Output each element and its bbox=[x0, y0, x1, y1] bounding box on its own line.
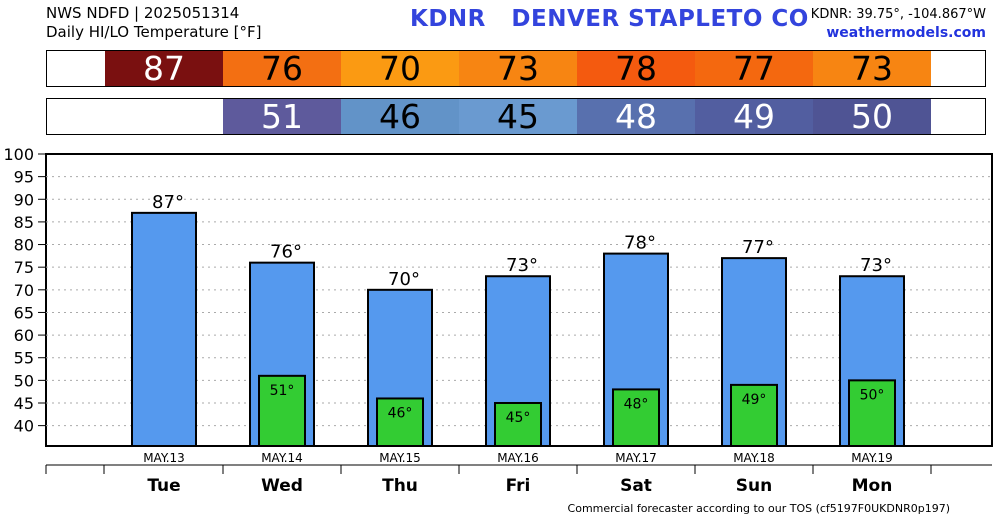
high-temp-cell: 77 bbox=[695, 51, 813, 86]
footer-note: Commercial forecaster according to our T… bbox=[567, 502, 950, 515]
high-temp-cell: 70 bbox=[341, 51, 459, 86]
low-temp-bar bbox=[848, 379, 896, 448]
x-date-label: MAY.18 bbox=[733, 451, 775, 465]
high-temp-label: 77° bbox=[742, 237, 774, 258]
x-day-label: Tue bbox=[147, 476, 180, 496]
low-temp-label: 50° bbox=[860, 387, 885, 403]
high-temp-bar bbox=[131, 211, 197, 447]
low-temp-label: 51° bbox=[270, 383, 295, 399]
x-day-label: Wed bbox=[261, 476, 303, 496]
low-temp-cell: 50 bbox=[813, 99, 931, 134]
low-temp-cell: 45 bbox=[459, 99, 577, 134]
high-temp-label: 87° bbox=[152, 192, 184, 213]
y-tick-label: 55 bbox=[14, 349, 34, 368]
x-date-label: MAY.14 bbox=[261, 451, 303, 465]
site-link[interactable]: weathermodels.com bbox=[826, 25, 986, 41]
low-temp-bar bbox=[376, 397, 424, 448]
x-day-label: Fri bbox=[506, 476, 531, 496]
low-temp-cell: 49 bbox=[695, 99, 813, 134]
low-temp-bar bbox=[730, 383, 778, 448]
high-temp-cell: 87 bbox=[105, 51, 223, 86]
x-day-label: Sun bbox=[736, 476, 772, 496]
y-tick-label: 80 bbox=[14, 236, 34, 255]
low-temp-bar bbox=[494, 401, 542, 447]
x-day-label: Sat bbox=[620, 476, 652, 496]
low-temp-strip: 51 46 45 48 49 50 bbox=[46, 98, 986, 135]
y-tick-label: 70 bbox=[14, 281, 34, 300]
x-date-label: MAY.15 bbox=[379, 451, 421, 465]
x-day-label: Thu bbox=[382, 476, 418, 496]
y-tick-label: 95 bbox=[14, 168, 34, 187]
low-temp-bar bbox=[612, 388, 660, 448]
chart-header: NWS NDFD | 2025051314 Daily HI/LO Temper… bbox=[46, 4, 262, 42]
y-tick-label: 40 bbox=[14, 417, 34, 436]
low-temp-cell: 48 bbox=[577, 99, 695, 134]
low-temp-bar bbox=[258, 374, 306, 448]
high-temp-cell: 76 bbox=[223, 51, 341, 86]
y-tick-label: 85 bbox=[14, 213, 34, 232]
high-temp-cell: 73 bbox=[459, 51, 577, 86]
station-coords: KDNR: 39.75°, -104.867°W bbox=[810, 7, 986, 22]
high-temp-label: 73° bbox=[860, 255, 892, 276]
y-tick-label: 45 bbox=[14, 394, 34, 413]
x-date-label: MAY.19 bbox=[851, 451, 893, 465]
x-date-label: MAY.17 bbox=[615, 451, 657, 465]
low-temp-label: 49° bbox=[742, 392, 767, 408]
low-temp-cell: 51 bbox=[223, 99, 341, 134]
high-temp-cell: 73 bbox=[813, 51, 931, 86]
x-day-label: Mon bbox=[852, 476, 893, 496]
high-temp-cell: 78 bbox=[577, 51, 695, 86]
low-temp-label: 45° bbox=[506, 410, 531, 426]
high-temp-label: 73° bbox=[506, 255, 538, 276]
y-tick-label: 50 bbox=[14, 371, 34, 390]
high-temp-strip: 87 76 70 73 78 77 73 bbox=[46, 50, 986, 87]
variable-label: Daily HI/LO Temperature [°F] bbox=[46, 23, 262, 41]
y-tick-label: 90 bbox=[14, 190, 34, 209]
y-tick-label: 75 bbox=[14, 258, 34, 277]
x-date-label: MAY.13 bbox=[143, 451, 185, 465]
high-temp-label: 78° bbox=[624, 233, 656, 254]
y-tick-label: 65 bbox=[14, 303, 34, 322]
high-temp-label: 76° bbox=[270, 242, 302, 263]
high-temp-label: 70° bbox=[388, 269, 420, 290]
y-tick-label: 60 bbox=[14, 326, 34, 345]
model-run-label: NWS NDFD | 2025051314 bbox=[46, 4, 240, 22]
low-temp-label: 48° bbox=[624, 396, 649, 412]
station-title: KDNR DENVER STAPLETO CO bbox=[410, 6, 809, 32]
x-date-label: MAY.16 bbox=[497, 451, 539, 465]
header-right: KDNR: 39.75°, -104.867°W weathermodels.c… bbox=[811, 6, 986, 42]
low-temp-label: 46° bbox=[388, 405, 413, 421]
low-temp-cell: 46 bbox=[341, 99, 459, 134]
y-tick-label: 100 bbox=[3, 145, 34, 164]
